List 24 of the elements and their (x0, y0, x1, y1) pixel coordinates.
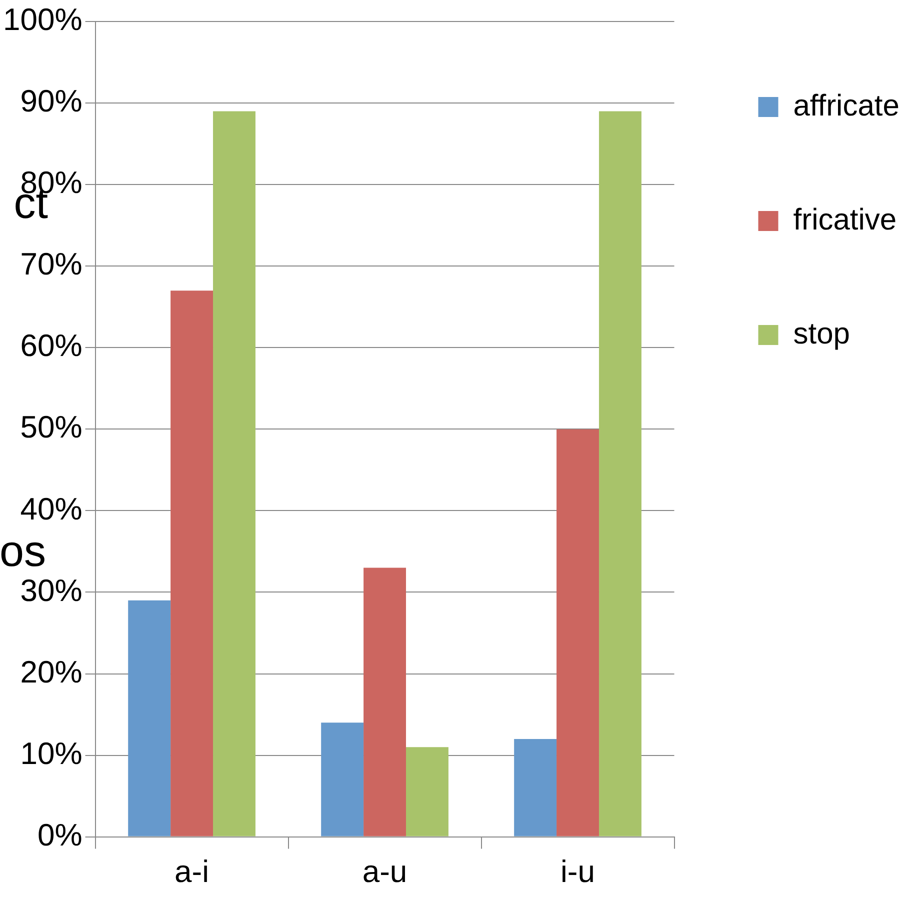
legend-label: fricative (793, 203, 897, 236)
legend-label: affricate (793, 89, 900, 122)
bar (213, 111, 256, 836)
legend-label: stop (793, 317, 850, 350)
y-tick-label: 10% (20, 736, 82, 771)
y-tick-label: 100% (2, 2, 82, 38)
y-tick-label: 20% (20, 654, 82, 690)
y-tick-label: 90% (20, 84, 82, 119)
y-tick-label: 40% (20, 491, 82, 526)
x-tick-label: a-i (174, 854, 210, 889)
y-tick-label: 0% (37, 817, 82, 852)
bar (598, 111, 642, 836)
bar (406, 747, 448, 836)
x-tick-label: i-u (560, 854, 595, 889)
y-tick-label: 50% (20, 410, 82, 445)
bar (128, 600, 171, 836)
bar (321, 722, 364, 836)
y-tick-label: 60% (20, 328, 82, 364)
y-tick-label: 70% (20, 246, 82, 282)
bar (364, 568, 406, 836)
bar (514, 738, 557, 836)
x-tick-label: a-u (362, 854, 408, 889)
bar (170, 290, 214, 836)
bar (556, 429, 599, 836)
